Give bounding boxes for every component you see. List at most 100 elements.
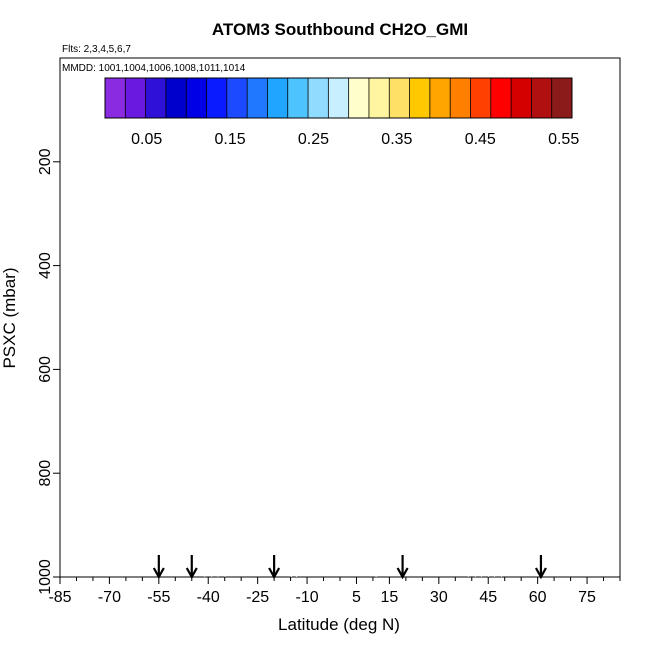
observation-marker (454, 316, 463, 325)
observation-marker (421, 297, 430, 306)
colorbar-segment (511, 78, 532, 118)
observation-marker (362, 318, 371, 327)
x-axis: -85 -70 -55 -40 -25 -10 5 15 30 45 60 75 (48, 577, 621, 606)
observation-marker (540, 521, 549, 530)
flights-subtitle: Flts: 2,3,4,5,6,7 (62, 44, 131, 55)
observation-marker (75, 172, 84, 181)
observation-marker (560, 157, 569, 166)
observation-marker (382, 342, 391, 351)
observation-marker (553, 220, 562, 229)
observation-marker (148, 549, 157, 558)
observation-marker (250, 349, 259, 358)
colorbar-segment (226, 78, 248, 118)
observation-marker (411, 183, 420, 192)
observation-marker (161, 246, 170, 255)
observation-marker (85, 339, 94, 348)
observation-marker (171, 235, 180, 244)
observation-marker (181, 562, 190, 571)
observation-marker (303, 214, 312, 223)
observation-marker (108, 181, 117, 190)
observation-marker (88, 500, 97, 509)
x-tick-label: 60 (529, 589, 547, 606)
x-tick-label: -70 (98, 589, 121, 606)
observation-marker (230, 360, 239, 369)
observation-marker (233, 565, 242, 574)
observation-marker (494, 324, 503, 333)
observation-marker (171, 344, 180, 353)
observation-marker (372, 568, 381, 577)
observation-marker (191, 219, 200, 228)
observation-marker (398, 292, 407, 301)
colorbar (104, 77, 573, 119)
colorbar-ticks: 0.05 0.15 0.25 0.35 0.45 0.55 (131, 131, 579, 148)
observation-marker (187, 201, 196, 210)
observation-marker (487, 302, 496, 311)
dates-subtitle: MMDD: 1001,1004,1006,1008,1011,1014 (62, 63, 246, 74)
observation-marker (148, 292, 157, 301)
observation-marker (250, 195, 259, 204)
observation-marker (573, 157, 582, 166)
observation-marker (382, 566, 391, 575)
observation-marker (121, 186, 130, 195)
observation-marker (401, 196, 410, 205)
colorbar-tick-label: 0.45 (465, 131, 496, 148)
observation-marker (523, 528, 532, 537)
observation-marker (220, 352, 229, 361)
observation-marker (349, 565, 358, 574)
observation-marker (388, 277, 397, 286)
observation-marker (220, 334, 229, 343)
observation-marker (451, 552, 460, 561)
observation-marker (411, 347, 420, 356)
observation-marker (128, 321, 137, 330)
observation-marker (467, 573, 476, 577)
x-tick-label: -10 (295, 589, 318, 606)
observation-marker (368, 170, 377, 179)
observation-marker (375, 287, 384, 296)
observation-marker (513, 194, 522, 203)
observation-marker (276, 205, 285, 214)
observation-marker (434, 191, 443, 200)
observation-marker (500, 295, 509, 304)
observation-marker (171, 177, 180, 186)
colorbar-segment (389, 78, 411, 118)
observation-marker (319, 565, 328, 574)
observation-marker (368, 336, 377, 345)
observation-marker (349, 331, 358, 340)
observation-marker (167, 261, 176, 270)
observation-marker (95, 539, 104, 548)
observation-marker (480, 573, 489, 577)
observation-marker (289, 209, 298, 218)
observation-marker (187, 342, 196, 351)
observation-marker (181, 334, 190, 343)
observation-marker (233, 344, 242, 353)
observation-marker (131, 200, 140, 209)
colorbar-segment (145, 78, 167, 118)
observation-marker (520, 305, 529, 314)
colorbar-segment (470, 78, 492, 118)
y-tick-label: 600 (37, 356, 54, 383)
observation-marker (102, 271, 111, 280)
observation-marker (345, 209, 354, 218)
observation-marker (270, 307, 279, 316)
x-tick-label: -55 (147, 589, 170, 606)
observation-marker (204, 573, 213, 577)
observation-marker (517, 323, 526, 332)
observation-marker (256, 329, 265, 338)
observation-marker (395, 349, 404, 358)
observation-marker (533, 323, 542, 332)
x-tick-label: 75 (578, 589, 596, 606)
observation-marker (421, 194, 430, 203)
observation-marker (342, 292, 351, 301)
colorbar-segment (490, 78, 512, 118)
observation-marker (181, 165, 190, 174)
observation-marker (296, 157, 305, 166)
y-axis: 1000 800 600 400 200 (37, 148, 60, 595)
observation-marker (181, 259, 190, 268)
observation-marker (372, 308, 381, 317)
colorbar-segment (531, 78, 553, 118)
observation-markers (75, 157, 582, 577)
observation-marker (484, 347, 493, 356)
colorbar-segment (328, 78, 350, 118)
observation-marker (135, 313, 144, 322)
